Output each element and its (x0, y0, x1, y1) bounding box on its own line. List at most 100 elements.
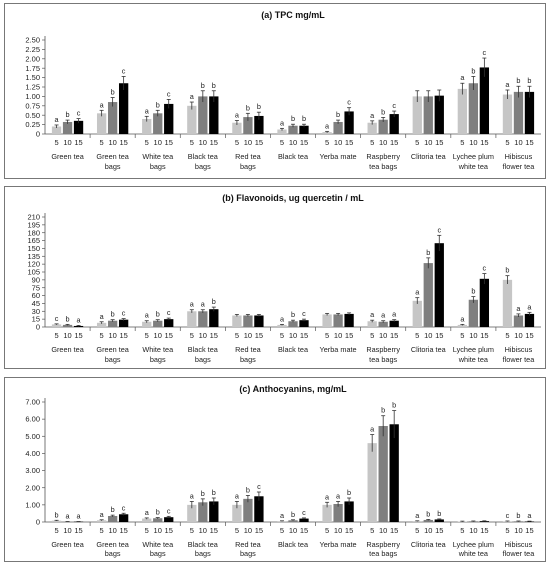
bar (96, 113, 107, 134)
bar (142, 118, 152, 134)
bar (468, 83, 479, 134)
significance-letter: a (527, 302, 532, 311)
x-tick-label: 5 (460, 526, 464, 535)
x-tick-label: 15 (525, 138, 533, 147)
y-tick-label: 1.00 (25, 92, 40, 101)
bar (107, 102, 118, 134)
bar (142, 518, 152, 522)
significance-letter: b (516, 511, 520, 520)
y-tick-label: 0 (36, 323, 40, 332)
significance-letter: a (235, 110, 240, 119)
x-tick-label: 5 (505, 331, 509, 340)
category-label: Green tea (96, 540, 129, 549)
bar (153, 320, 163, 327)
significance-letter: a (370, 310, 375, 319)
category-label: tea bags (369, 162, 397, 171)
significance-letter: a (55, 115, 60, 124)
bar (513, 315, 524, 327)
category-label: Black tea (188, 152, 219, 161)
x-tick-label: 5 (145, 526, 149, 535)
significance-letter: a (235, 491, 240, 500)
x-tick-label: 5 (145, 331, 149, 340)
bar (254, 315, 264, 327)
bar (164, 319, 174, 327)
bar (51, 324, 62, 327)
significance-letter: c (55, 314, 59, 323)
bar (412, 521, 422, 522)
y-tick-label: 3.00 (25, 466, 40, 475)
category-label: White tea (142, 345, 174, 354)
x-tick-label: 10 (154, 138, 162, 147)
category-label: Clitoria tea (411, 152, 447, 161)
x-tick-label: 5 (370, 331, 374, 340)
significance-letter: c (167, 89, 171, 98)
bar (198, 502, 208, 522)
significance-letter: b (291, 310, 295, 319)
x-tick-label: 5 (505, 138, 509, 147)
category-label: Hibiscus (505, 540, 533, 549)
significance-letter: c (167, 506, 171, 515)
x-tick-label: 10 (514, 138, 522, 147)
bar (107, 320, 118, 327)
bar (232, 504, 242, 522)
x-tick-label: 10 (108, 331, 116, 340)
bar (423, 96, 433, 134)
significance-letter: a (145, 106, 150, 115)
category-label: Yerba mate (320, 540, 357, 549)
category-label: Black tea (188, 540, 219, 549)
significance-letter: b (111, 505, 115, 514)
x-tick-label: 10 (63, 138, 71, 147)
significance-letter: a (527, 511, 532, 520)
significance-letter: b (381, 107, 385, 116)
category-label: Hibiscus (505, 345, 533, 354)
category-label: Green tea (51, 345, 84, 354)
bar (277, 324, 287, 327)
significance-letter: b (156, 100, 160, 109)
x-tick-label: 5 (54, 138, 58, 147)
category-label: white tea (458, 549, 489, 558)
bar (389, 114, 399, 134)
bar (209, 309, 219, 327)
significance-letter: a (381, 311, 386, 320)
bar (198, 96, 208, 134)
significance-letter: c (483, 264, 487, 273)
bar (164, 517, 174, 522)
significance-letter: a (325, 492, 330, 501)
bar (243, 498, 253, 522)
bar (187, 504, 197, 522)
significance-letter: b (426, 248, 430, 257)
bar (51, 126, 62, 134)
y-tick-label: 105 (27, 268, 40, 277)
significance-letter: a (280, 314, 285, 323)
category-label: Black tea (278, 152, 309, 161)
significance-letter: c (77, 109, 81, 118)
x-tick-label: 10 (108, 526, 116, 535)
significance-letter: b (336, 110, 340, 119)
x-tick-label: 5 (415, 138, 419, 147)
significance-letter: b (66, 314, 70, 323)
x-tick-label: 5 (325, 526, 329, 535)
bar (254, 496, 264, 522)
y-tick-label: 7.00 (25, 398, 40, 407)
significance-letter: c (483, 48, 487, 57)
significance-letter: a (201, 300, 206, 309)
x-tick-label: 10 (514, 526, 522, 535)
category-label: bags (240, 549, 256, 558)
significance-letter: c (257, 482, 261, 491)
y-tick-label: 195 (27, 220, 40, 229)
bar (344, 313, 354, 327)
flavonoids-chart: (b) Flavonoids, ug quercetin / mL0153045… (27, 193, 541, 364)
chart-panel-tpc: (a) TPC mg/mL 0 0.25 0.50 0.75 1.00 1.25 1.50 1.… (4, 3, 546, 179)
category-label: bags (240, 355, 256, 364)
y-tick-label: 0 (36, 518, 40, 527)
chart-title: (a) TPC mg/mL (261, 10, 325, 20)
bar (502, 94, 513, 134)
x-tick-label: 10 (424, 331, 432, 340)
x-tick-label: 15 (300, 138, 308, 147)
significance-letter: a (190, 300, 195, 309)
x-tick-label: 5 (235, 526, 239, 535)
bar (198, 311, 208, 327)
bar (209, 96, 219, 134)
bar (142, 321, 152, 327)
x-tick-label: 5 (460, 331, 464, 340)
